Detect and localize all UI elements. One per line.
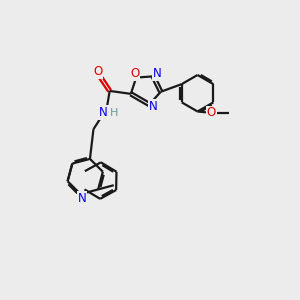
Text: O: O xyxy=(130,67,139,80)
Text: O: O xyxy=(93,65,102,78)
Text: N: N xyxy=(149,100,158,113)
Text: N: N xyxy=(153,67,162,80)
Text: N: N xyxy=(99,106,108,119)
Text: N: N xyxy=(78,192,86,205)
Text: H: H xyxy=(110,108,118,118)
Text: O: O xyxy=(207,106,216,119)
